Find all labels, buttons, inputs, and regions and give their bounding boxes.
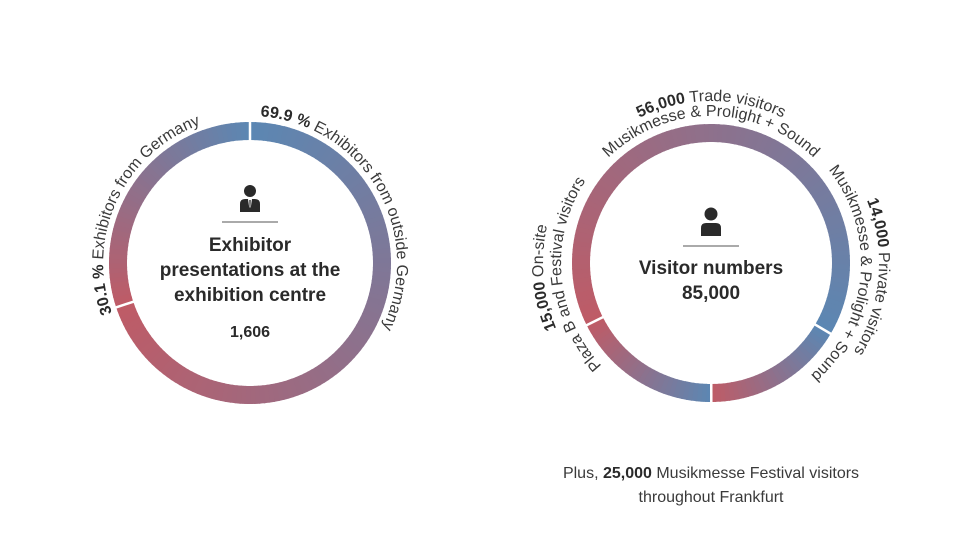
visitor-title-line1: Visitor numbers — [639, 258, 783, 279]
slice-separator-outside-germany — [114, 300, 135, 309]
slice-trade-visitors — [572, 124, 850, 335]
footnote-line2: throughout Frankfurt — [639, 489, 785, 506]
slice-separator-trade — [585, 315, 605, 327]
exhibitor-title-line2: presentations at the — [160, 260, 341, 281]
slice-private-visitors — [709, 324, 831, 402]
visitor-title-line2: 85,000 — [682, 283, 740, 304]
footnote-line1: Plus, 25,000 Musikmesse Festival visitor… — [563, 465, 859, 482]
slice-germany — [109, 121, 252, 308]
slice-outside-germany — [115, 122, 391, 404]
visitor-donut-chart — [572, 124, 850, 404]
exhibitor-total: 1,606 — [230, 324, 270, 341]
exhibitor-title-line3: exhibition centre — [174, 285, 326, 306]
visitor-person-icon — [701, 207, 721, 236]
slice-on-site — [586, 315, 712, 402]
slice-separator-private — [813, 322, 833, 336]
slice-on-site-piece — [586, 315, 605, 330]
exhibitor-person-icon — [240, 185, 260, 212]
exhibitor-donut-chart — [109, 121, 391, 404]
exhibitor-title-line1: Exhibitor — [209, 235, 292, 256]
